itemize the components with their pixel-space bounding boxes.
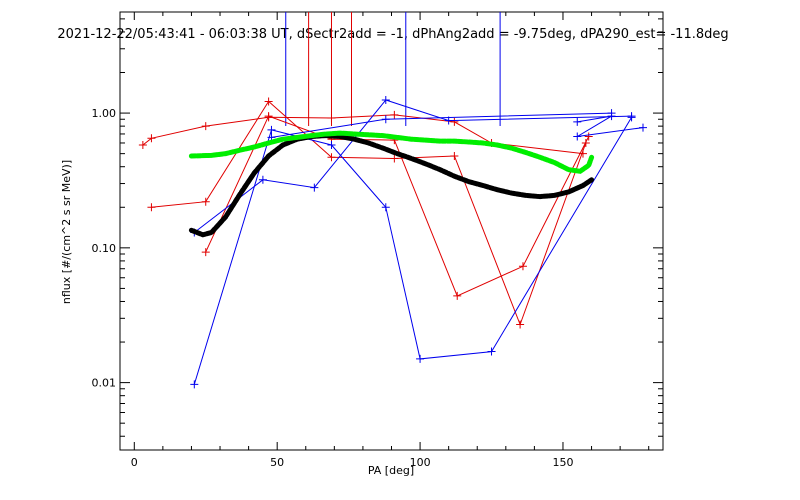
plus-marker: [264, 97, 273, 106]
plus-marker: [190, 380, 199, 389]
plus-marker: [627, 112, 636, 121]
plus-marker: [147, 203, 156, 212]
plus-marker: [487, 347, 496, 356]
y-tick-label: 0.10: [92, 242, 117, 255]
plus-marker: [453, 291, 462, 300]
y-tick-label: 1.00: [92, 107, 117, 120]
x-tick-label: 100: [410, 456, 431, 469]
x-tick-label: 150: [552, 456, 573, 469]
plus-marker: [201, 197, 210, 206]
plus-marker: [516, 320, 525, 329]
plus-marker: [607, 112, 616, 121]
plus-marker: [147, 134, 156, 143]
x-tick-label: 0: [131, 456, 138, 469]
black-fit-curve: [188, 133, 595, 238]
red-series-2: [147, 97, 590, 329]
data-series: [138, 96, 647, 389]
blue-series-4-line: [577, 115, 644, 137]
plus-marker: [327, 113, 336, 122]
plus-marker: [450, 152, 459, 161]
plus-marker: [390, 110, 399, 119]
y-axis-label: nflux [#/(cm^2 s sr MeV)]: [60, 160, 73, 304]
plus-marker: [381, 203, 390, 212]
plus-marker: [264, 112, 273, 121]
vertical-markers: [285, 12, 501, 126]
plus-marker: [416, 354, 425, 363]
plus-marker: [450, 117, 459, 126]
x-tick-labels: 0 50 100 150: [131, 456, 574, 469]
plus-marker: [638, 123, 647, 132]
blue-series-1: [190, 113, 636, 389]
plus-marker: [201, 248, 210, 257]
plus-marker: [584, 132, 593, 141]
plus-marker: [381, 115, 390, 124]
plus-marker: [310, 183, 319, 192]
plus-marker: [138, 140, 147, 149]
plus-marker: [390, 154, 399, 163]
blue-series-4: [573, 112, 647, 141]
x-tick-label: 50: [270, 456, 284, 469]
y-tick-labels: 0.01 0.10 1.00: [92, 107, 117, 390]
axis-ticks: [120, 12, 663, 450]
red-series-2-line: [151, 100, 587, 326]
plus-marker: [573, 117, 582, 126]
plus-marker: [573, 132, 582, 141]
plus-marker: [381, 96, 390, 105]
plus-marker: [201, 122, 210, 131]
y-tick-label: 0.01: [92, 377, 117, 390]
plus-marker: [327, 140, 336, 149]
plus-marker: [518, 262, 527, 271]
blue-series-2-line: [193, 99, 632, 233]
green-fit-curve: [188, 130, 595, 174]
plus-marker: [258, 175, 267, 184]
x-axis-label: PA [deg]: [368, 464, 414, 477]
plus-marker: [267, 125, 276, 134]
plus-marker: [327, 153, 336, 162]
red-series-3: [201, 112, 593, 300]
chart-title: 2021-12-22/05:43:41 - 06:03:38 UT, dSect…: [57, 27, 728, 42]
fit-curves: [188, 130, 595, 238]
